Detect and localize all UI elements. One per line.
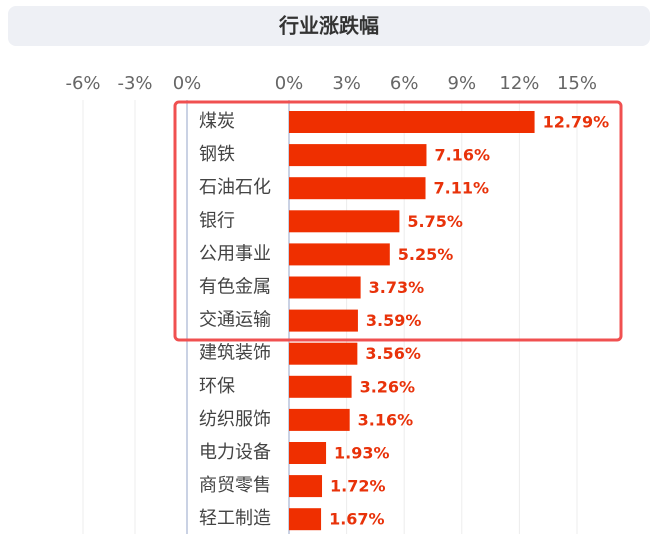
value-label: 7.16% bbox=[434, 146, 490, 165]
value-label: 1.67% bbox=[329, 510, 385, 529]
y-tick-label: 交通运输 bbox=[199, 310, 271, 331]
x-tick-label: 12% bbox=[499, 73, 539, 94]
value-label: 5.75% bbox=[407, 212, 463, 231]
x-tick-label: 0% bbox=[275, 73, 304, 94]
title-box bbox=[8, 6, 650, 46]
value-label: 3.56% bbox=[365, 344, 421, 363]
value-label: 3.59% bbox=[366, 311, 422, 330]
y-tick-label: 有色金属 bbox=[199, 277, 271, 298]
value-label: 1.72% bbox=[330, 477, 386, 496]
value-label: 1.93% bbox=[334, 444, 390, 463]
y-tick-label: 煤炭 bbox=[199, 111, 235, 132]
x-tick-label: 3% bbox=[332, 73, 361, 94]
y-tick-label: 电力设备 bbox=[199, 442, 271, 463]
y-tick-label: 环保 bbox=[199, 376, 235, 397]
y-tick-label: 纺织服饰 bbox=[199, 409, 271, 430]
bar bbox=[289, 177, 426, 200]
bar bbox=[289, 276, 361, 299]
x-tick-label: 15% bbox=[557, 73, 597, 94]
y-tick-label: 建筑装饰 bbox=[199, 343, 271, 364]
bar bbox=[289, 375, 352, 398]
highlight-box bbox=[173, 100, 623, 342]
y-tick-label: 石油石化 bbox=[199, 177, 271, 198]
bar bbox=[289, 210, 400, 233]
bar bbox=[289, 309, 358, 332]
y-tick-label: 轻工制造 bbox=[199, 508, 271, 529]
bar bbox=[289, 111, 535, 133]
x-tick-label: 6% bbox=[390, 73, 419, 94]
bar bbox=[289, 243, 390, 266]
x-tick-label: 0% bbox=[173, 73, 202, 94]
bar bbox=[289, 475, 323, 498]
bar bbox=[289, 342, 358, 365]
x-tick-label: -3% bbox=[117, 73, 152, 94]
y-tick-label: 银行 bbox=[199, 210, 235, 231]
y-tick-label: 钢铁 bbox=[199, 144, 235, 165]
value-label: 7.11% bbox=[434, 179, 490, 198]
y-tick-label: 商贸零售 bbox=[199, 475, 271, 496]
value-label: 12.79% bbox=[543, 113, 610, 132]
plot: 0% 3% 6% 9% 12% 15% -6% -3% 0% 煤炭 12.79% 钢铁 7.16% 石油石… bbox=[65, 73, 609, 534]
x-tick-label: 9% bbox=[448, 73, 477, 94]
chart-title: 行业涨跌幅 bbox=[278, 14, 379, 38]
y-tick-label: 公用事业 bbox=[199, 243, 271, 264]
bar bbox=[289, 408, 350, 431]
x-tick-label: -6% bbox=[65, 73, 100, 94]
value-label: 3.26% bbox=[360, 377, 416, 396]
bar bbox=[289, 144, 427, 167]
value-label: 5.25% bbox=[398, 245, 454, 264]
bar bbox=[289, 508, 322, 531]
value-label: 3.73% bbox=[369, 278, 425, 297]
bar bbox=[289, 442, 327, 464]
value-label: 3.16% bbox=[358, 410, 414, 429]
